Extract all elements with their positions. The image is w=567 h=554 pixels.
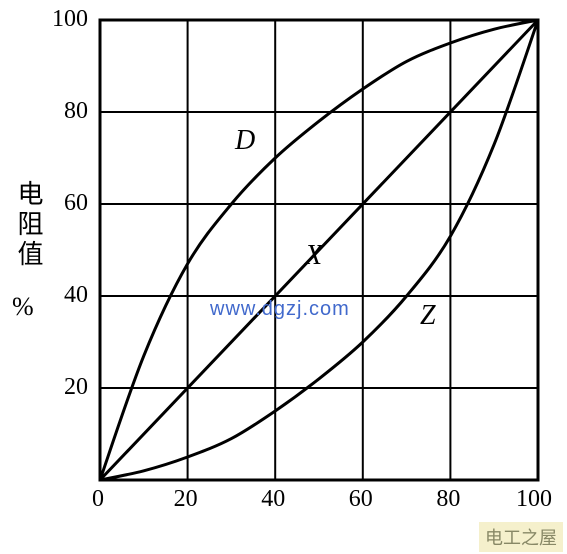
y-tick-label: 20 — [64, 374, 88, 401]
x-tick-label: 100 — [516, 486, 552, 513]
y-tick-label: 40 — [64, 282, 88, 309]
watermark: www.dgzj.com — [210, 298, 350, 321]
x-tick-label: 40 — [261, 486, 285, 513]
curve-label: Z — [420, 300, 436, 332]
chart-container: 电阻值 % 0 20 40 60 80 100 20 40 60 80 100 D X Z www.dg… — [0, 0, 567, 554]
chart-svg — [0, 0, 567, 554]
footer-mark: 电工之屋 — [479, 522, 563, 552]
x-tick-label: 80 — [436, 486, 460, 513]
y-tick-label: 60 — [64, 190, 88, 217]
y-axis-pct: % — [12, 292, 34, 322]
curve-label: D — [235, 125, 255, 157]
x-tick-label: 0 — [92, 486, 104, 513]
x-tick-label: 20 — [174, 486, 198, 513]
curve-label: X — [305, 240, 322, 272]
x-tick-label: 60 — [349, 486, 373, 513]
y-tick-label: 80 — [64, 98, 88, 125]
y-axis-label: 电阻值 — [10, 180, 47, 270]
y-tick-label: 100 — [52, 6, 88, 33]
